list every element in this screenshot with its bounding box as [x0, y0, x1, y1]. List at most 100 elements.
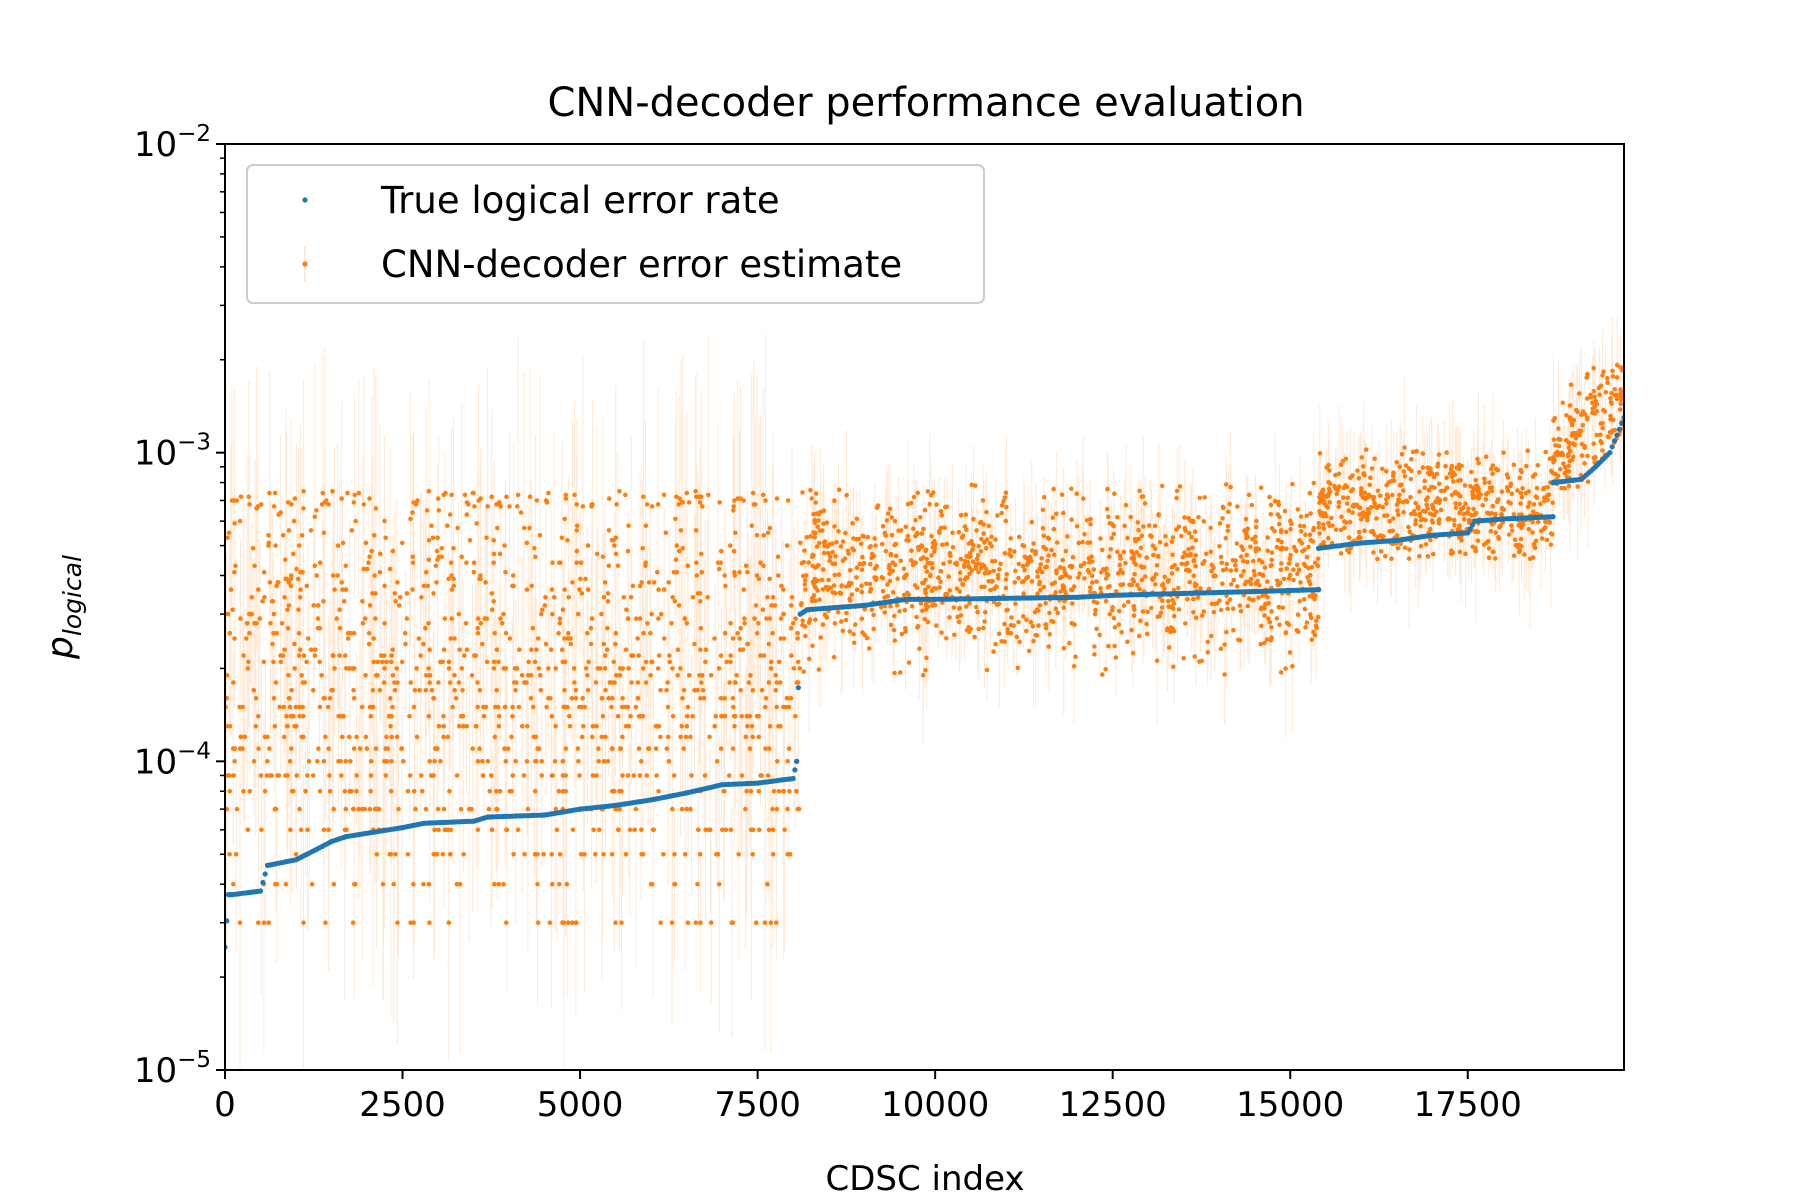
cnn-estimate-point [314, 508, 319, 513]
cnn-estimate-point [952, 632, 957, 638]
cnn-estimate-point [795, 636, 800, 641]
cnn-estimate-point [1244, 552, 1250, 558]
cnn-estimate-point [770, 827, 776, 833]
cnn-estimate-point [1598, 432, 1603, 438]
cnn-estimate-point [742, 616, 747, 621]
cnn-estimate-point [753, 603, 759, 608]
cnn-estimate-point [750, 734, 755, 740]
cnn-estimate-point [1192, 581, 1198, 586]
cnn-estimate-point [411, 500, 416, 505]
cnn-estimate-point [1135, 582, 1140, 588]
cnn-estimate-point [788, 625, 794, 631]
cnn-estimate-point [947, 559, 953, 565]
cnn-estimate-point [1453, 490, 1459, 496]
cnn-estimate-point [689, 773, 694, 778]
cnn-estimate-point [1263, 601, 1269, 607]
cnn-estimate-point [973, 483, 978, 488]
cnn-estimate-point [514, 666, 520, 671]
cnn-estimate-point [738, 625, 743, 631]
cnn-estimate-point [854, 587, 860, 593]
true-rate-point [1469, 522, 1476, 528]
cnn-estimate-point [1111, 531, 1117, 537]
cnn-estimate-point [559, 535, 565, 541]
cnn-estimate-point [667, 653, 672, 658]
cnn-estimate-point [1036, 608, 1041, 613]
cnn-estimate-point [1276, 499, 1281, 505]
cnn-estimate-point [423, 806, 429, 812]
cnn-estimate-point [1482, 480, 1488, 486]
cnn-estimate-point [944, 591, 950, 597]
cnn-estimate-point [620, 696, 625, 701]
cnn-estimate-point [798, 540, 803, 546]
cnn-estimate-point [1322, 511, 1328, 516]
cnn-estimate-point [532, 546, 537, 551]
cnn-estimate-point [733, 530, 738, 536]
cnn-estimate-point [924, 601, 929, 607]
cnn-estimate-point [231, 773, 236, 778]
cnn-estimate-point [800, 490, 805, 495]
cnn-estimate-point [337, 625, 343, 631]
cnn-estimate-point [603, 687, 608, 693]
cnn-estimate-point [816, 518, 821, 523]
cnn-estimate-point [979, 584, 984, 590]
cnn-estimate-point [1061, 605, 1067, 610]
cnn-estimate-point [834, 540, 839, 545]
cnn-estimate-point [1564, 413, 1569, 418]
cnn-estimate-point [1431, 474, 1437, 480]
cnn-estimate-point [1375, 556, 1380, 562]
cnn-estimate-point [872, 536, 878, 541]
cnn-estimate-point [556, 630, 561, 636]
cnn-estimate-point [1235, 584, 1240, 589]
cnn-estimate-point [1252, 572, 1257, 578]
cnn-estimate-point [550, 881, 555, 887]
cnn-estimate-point [813, 491, 819, 496]
cnn-estimate-point [1279, 539, 1284, 545]
cnn-estimate-point [1380, 534, 1386, 540]
cnn-estimate-point [860, 554, 865, 560]
cnn-estimate-point [885, 582, 890, 587]
cnn-estimate-point [249, 595, 254, 600]
cnn-estimate-point [1208, 525, 1213, 531]
cnn-estimate-point [306, 759, 312, 764]
cnn-estimate-point [716, 566, 722, 572]
cnn-estimate-point [806, 620, 812, 625]
cnn-estimate-point [1278, 670, 1284, 675]
cnn-estimate-point [1356, 534, 1362, 540]
cnn-estimate-point [947, 550, 953, 556]
cnn-estimate-point [450, 704, 456, 710]
cnn-estimate-point [1269, 609, 1274, 614]
cnn-estimate-point [458, 713, 464, 719]
cnn-estimate-point [510, 704, 515, 710]
cnn-estimate-point [271, 630, 276, 636]
cnn-estimate-point [1238, 573, 1244, 579]
cnn-estimate-point [982, 571, 988, 576]
cnn-estimate-point [492, 734, 498, 740]
cnn-estimate-point [424, 569, 429, 575]
cnn-estimate-point [1228, 484, 1233, 490]
cnn-estimate-point [732, 498, 737, 503]
cnn-estimate-point [1539, 528, 1544, 534]
cnn-estimate-point [1201, 519, 1207, 524]
cnn-estimate-point [1598, 421, 1604, 426]
cnn-estimate-point [1081, 496, 1086, 501]
cnn-estimate-point [427, 759, 433, 764]
cnn-estimate-point [515, 827, 521, 833]
cnn-estimate-point [649, 611, 654, 617]
cnn-estimate-point [1455, 527, 1461, 532]
cnn-estimate-point [410, 587, 415, 592]
cnn-estimate-point [1463, 501, 1468, 507]
legend-marker-cnn [302, 261, 308, 267]
cnn-estimate-point [1599, 440, 1604, 446]
cnn-estimate-point [327, 773, 332, 778]
cnn-estimate-point [1471, 506, 1476, 512]
cnn-estimate-point [483, 580, 488, 585]
cnn-estimate-point [786, 746, 792, 751]
cnn-estimate-point [1282, 508, 1288, 514]
cnn-estimate-point [1516, 522, 1521, 528]
cnn-estimate-point [1471, 486, 1476, 492]
cnn-estimate-point [456, 680, 462, 685]
cnn-estimate-point [1580, 409, 1586, 414]
cnn-estimate-point [1169, 571, 1175, 576]
cnn-estimate-point [869, 607, 875, 613]
cnn-estimate-point [970, 547, 975, 552]
